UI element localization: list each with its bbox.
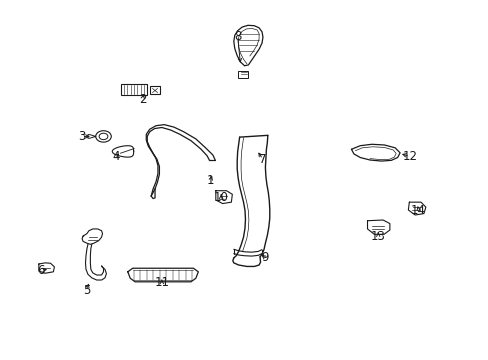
Text: 7: 7 — [259, 153, 266, 166]
Text: 8: 8 — [234, 30, 241, 43]
Text: 2: 2 — [139, 93, 146, 106]
Text: 6: 6 — [38, 264, 45, 276]
Text: 12: 12 — [402, 150, 416, 163]
Text: 11: 11 — [154, 276, 169, 289]
Bar — [120, 84, 147, 95]
Text: 9: 9 — [261, 251, 268, 264]
Bar — [237, 71, 248, 78]
Bar — [149, 86, 160, 94]
Text: 1: 1 — [206, 174, 214, 187]
Text: 10: 10 — [213, 192, 228, 204]
Text: 4: 4 — [112, 149, 119, 163]
Text: 5: 5 — [82, 284, 90, 297]
Text: 3: 3 — [78, 130, 85, 143]
Text: 14: 14 — [410, 203, 425, 216]
Text: 13: 13 — [370, 230, 385, 243]
